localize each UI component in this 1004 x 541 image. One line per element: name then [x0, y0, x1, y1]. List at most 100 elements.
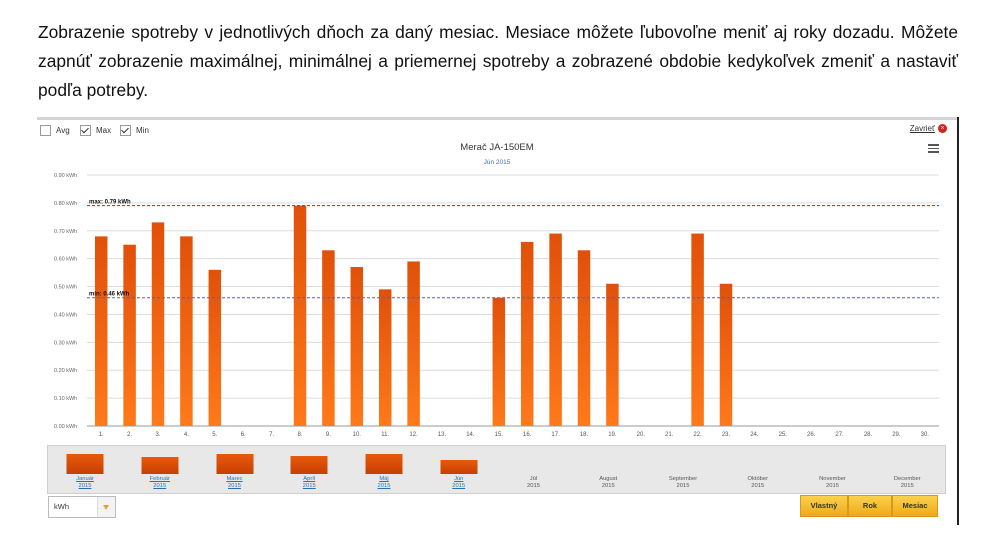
chart-title: Merač JA-150EM [460, 142, 534, 153]
x-tick-label: 16. [523, 432, 532, 438]
month-item[interactable]: December 2015 [870, 446, 944, 493]
x-tick-label: 23. [722, 432, 731, 438]
month-item[interactable]: September 2015 [646, 446, 720, 493]
month-navigator[interactable]: Január 2015 Február 2015 Marec 2015 Apríl 2015 M… [47, 445, 946, 494]
month-bar[interactable] [66, 453, 104, 474]
x-tick-label: 12. [409, 432, 418, 438]
month-name: Jún [454, 476, 464, 482]
x-tick-label: 2. [127, 432, 132, 438]
close-label[interactable]: Zavrieť [909, 124, 935, 133]
y-tick-label: 0.60 kWh [54, 257, 77, 263]
x-tick-label: 29. [892, 432, 901, 438]
month-item[interactable]: Apríl 2015 [272, 446, 346, 493]
month-bar[interactable] [141, 456, 179, 474]
month-label[interactable]: December 2015 [870, 476, 944, 490]
min-toggle-label: Min [136, 126, 149, 135]
month-bar[interactable] [365, 454, 403, 474]
min-checkbox[interactable] [120, 125, 131, 136]
y-tick-label: 0.70 kWh [54, 229, 77, 235]
bar [492, 297, 506, 426]
bar [577, 250, 591, 426]
bar [208, 269, 222, 426]
x-tick-label: 17. [551, 432, 560, 438]
month-item[interactable]: Február 2015 [123, 446, 197, 493]
x-tick-label: 4. [184, 432, 189, 438]
bar [520, 241, 534, 426]
x-tick-label: 1. [99, 432, 104, 438]
widget-top-border [37, 117, 957, 120]
x-tick-label: 21. [665, 432, 674, 438]
x-tick-label: 10. [353, 432, 362, 438]
month-year: 2015 [153, 483, 167, 489]
unit-select[interactable]: kWh [48, 496, 116, 518]
chevron-down-icon[interactable] [97, 497, 115, 517]
month-item[interactable]: Marec 2015 [198, 446, 272, 493]
close-link[interactable]: Zavrieť × [910, 124, 947, 133]
intro-text: Zobrazenie spotreby v jednotlivých dňoch… [38, 22, 958, 100]
month-label[interactable]: Máj 2015 [347, 476, 421, 490]
min-toggle[interactable]: Min [120, 125, 149, 136]
max-toggle[interactable]: Max [80, 125, 111, 136]
month-name: December [893, 476, 921, 482]
max-reference-label: max: 0.79 kWh [89, 200, 131, 206]
month-label[interactable]: Jún 2015 [422, 476, 496, 490]
avg-toggle[interactable]: Avg [40, 125, 70, 136]
y-tick-label: 0.00 kWh [54, 424, 77, 430]
month-item[interactable]: Máj 2015 [347, 446, 421, 493]
month-name: Január [76, 476, 94, 482]
month-item[interactable]: Júl 2015 [497, 446, 571, 493]
month-item[interactable]: Jún 2015 [422, 446, 496, 493]
month-name: Júl [529, 476, 538, 482]
month-item[interactable]: November 2015 [796, 446, 870, 493]
month-bar[interactable] [290, 455, 328, 474]
min-reference-label: min: 0.46 kWh [89, 292, 130, 298]
month-year: 2015 [900, 483, 914, 489]
x-tick-label: 14. [466, 432, 475, 438]
month-label[interactable]: September 2015 [646, 476, 720, 490]
month-year: 2015 [78, 483, 92, 489]
month-item[interactable]: August 2015 [571, 446, 645, 493]
month-year: 2015 [601, 483, 615, 489]
x-tick-label: 11. [381, 432, 389, 438]
daily-consumption-chart: 0.00 kWh 0.10 kWh 0.20 kWh 0.30 kWh 0.40 kWh… [54, 173, 939, 438]
y-tick-label: 0.80 kWh [54, 201, 77, 207]
bar [123, 244, 136, 426]
custom-period-button[interactable]: Vlastný [800, 495, 848, 517]
month-label[interactable]: November 2015 [796, 476, 870, 490]
month-year: 2015 [377, 483, 391, 489]
month-label[interactable]: Apríl 2015 [272, 476, 346, 490]
month-period-button[interactable]: Mesiac [892, 495, 938, 517]
year-period-button[interactable]: Rok [848, 495, 892, 517]
bar [293, 205, 307, 426]
max-checkbox[interactable] [80, 125, 91, 136]
month-label[interactable]: Február 2015 [123, 476, 197, 490]
month-year: 2015 [826, 483, 839, 489]
x-tick-label: 26. [807, 432, 816, 438]
month-label[interactable]: August 2015 [571, 476, 645, 490]
month-name: Október [747, 476, 769, 482]
x-tick-label: 30. [921, 432, 930, 438]
avg-checkbox[interactable] [40, 125, 51, 136]
month-bar[interactable] [440, 460, 478, 474]
month-label[interactable]: Január 2015 [48, 476, 122, 490]
x-tick-label: 25. [779, 432, 788, 438]
month-item[interactable]: Október 2015 [721, 446, 795, 493]
month-year: 2015 [751, 483, 765, 489]
bar [180, 236, 193, 426]
month-label[interactable]: Október 2015 [721, 476, 795, 490]
x-tick-label: 28. [864, 432, 873, 438]
hamburger-menu-icon[interactable] [928, 144, 939, 153]
month-bar[interactable] [216, 453, 253, 474]
close-icon[interactable]: × [938, 124, 947, 133]
bar [719, 283, 733, 426]
bar [378, 289, 392, 426]
month-label[interactable]: Júl 2015 [497, 476, 571, 490]
consumption-widget: Avg Max Min Zavrieť × Merač JA-150EM Jún… [37, 117, 959, 525]
month-label[interactable]: Marec 2015 [198, 476, 272, 490]
y-tick-label: 0.30 kWh [54, 340, 77, 346]
x-tick-label: 20. [637, 432, 646, 438]
bar [94, 236, 108, 426]
month-item[interactable]: Január 2015 [48, 446, 122, 493]
avg-toggle-label: Avg [56, 126, 70, 135]
x-tick-label: 3. [155, 432, 160, 438]
